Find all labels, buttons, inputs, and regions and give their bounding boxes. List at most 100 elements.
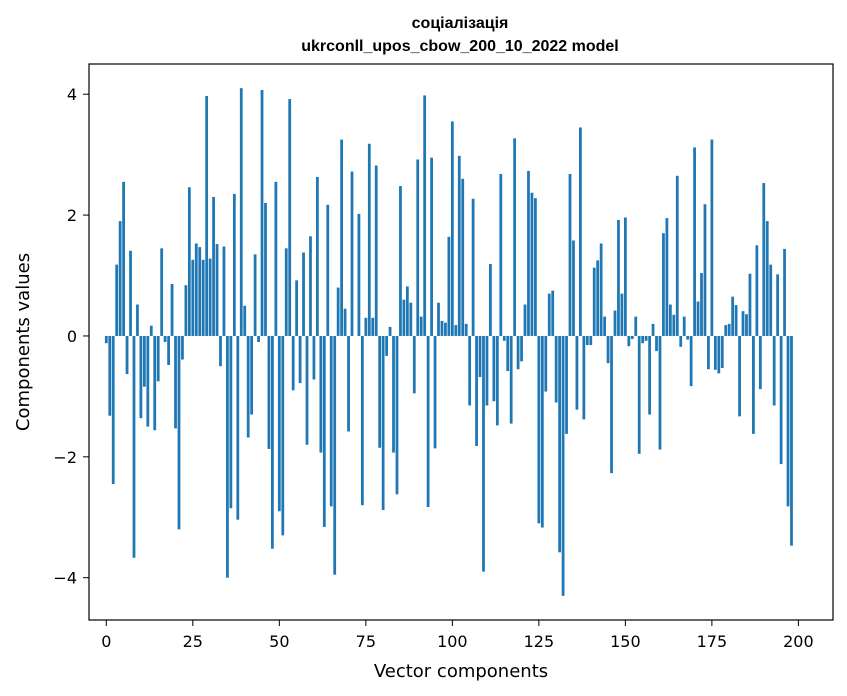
bar-128 <box>547 293 551 336</box>
bar-22 <box>181 335 184 360</box>
bar-7 <box>129 250 132 336</box>
bar-50 <box>277 335 281 512</box>
bar-184 <box>741 311 745 336</box>
bar-29 <box>205 96 209 336</box>
bar-146 <box>610 335 613 474</box>
bar-89 <box>412 335 416 394</box>
plot-frame <box>88 63 834 621</box>
bar-93 <box>426 335 430 507</box>
bar-187 <box>752 335 755 434</box>
bar-144 <box>603 316 606 336</box>
x-tick-label: 75 <box>356 632 376 651</box>
bar-88 <box>409 302 413 336</box>
bar-13 <box>149 325 153 336</box>
bar-113 <box>495 335 499 426</box>
bar-145 <box>606 335 610 364</box>
bar-54 <box>291 335 295 391</box>
bar-196 <box>783 248 786 336</box>
y-axis-label: Components values <box>13 253 34 431</box>
bar-183 <box>738 335 741 417</box>
bar-62 <box>319 335 323 453</box>
bar-152 <box>630 335 634 339</box>
x-tick-label: 175 <box>697 632 728 651</box>
bar-178 <box>720 335 724 368</box>
bar-143 <box>599 243 603 336</box>
bar-69 <box>343 308 347 336</box>
bar-76 <box>367 143 371 336</box>
bar-190 <box>762 183 766 336</box>
bar-165 <box>675 175 679 336</box>
bar-64 <box>326 204 330 336</box>
bar-63 <box>322 335 326 527</box>
x-tick-label: 50 <box>269 632 289 651</box>
bar-138 <box>582 335 586 420</box>
bar-109 <box>482 335 485 572</box>
bar-91 <box>419 316 423 336</box>
bar-83 <box>392 335 395 453</box>
bar-186 <box>748 273 752 336</box>
x-tick-label: 125 <box>524 632 555 651</box>
bar-27 <box>198 247 202 336</box>
bar-28 <box>201 259 205 336</box>
bar-110 <box>485 335 489 406</box>
bar-75 <box>364 317 368 336</box>
bar-191 <box>765 221 769 336</box>
bar-71 <box>350 171 354 336</box>
bar-35 <box>226 335 229 578</box>
bar-34 <box>222 246 226 336</box>
bar-175 <box>710 139 714 336</box>
bar-49 <box>274 181 278 336</box>
bar-195 <box>779 335 783 465</box>
bar-8 <box>132 335 136 558</box>
bar-23 <box>184 285 188 336</box>
bar-4 <box>118 221 122 336</box>
bar-84 <box>395 335 399 495</box>
bar-0 <box>104 335 108 344</box>
bar-12 <box>146 335 150 427</box>
bar-44 <box>257 335 260 342</box>
x-tick-label: 150 <box>610 632 641 651</box>
bar-180 <box>727 323 731 336</box>
bar-177 <box>717 335 721 374</box>
bar-1 <box>108 335 112 416</box>
bar-168 <box>686 335 690 340</box>
bar-47 <box>267 335 271 449</box>
bar-198 <box>790 335 793 546</box>
chart-subtitle: ukrconll_upos_cbow_200_10_2022 model <box>301 38 618 55</box>
bar-123 <box>530 192 534 336</box>
bar-61 <box>316 177 319 336</box>
bar-6 <box>125 335 129 375</box>
bar-133 <box>565 335 568 434</box>
bar-26 <box>194 243 198 336</box>
bar-30 <box>208 258 212 336</box>
y-tick-label: −2 <box>53 448 77 467</box>
bar-126 <box>540 335 544 528</box>
bar-2 <box>111 335 115 485</box>
x-tick-label: 25 <box>183 632 203 651</box>
bar-156 <box>644 335 648 341</box>
bar-104 <box>464 323 468 336</box>
bar-188 <box>755 245 759 336</box>
bar-77 <box>371 317 375 336</box>
bar-52 <box>284 248 288 336</box>
bar-134 <box>568 173 572 336</box>
y-tick-label: 4 <box>67 85 77 104</box>
bar-25 <box>191 259 195 336</box>
bar-162 <box>665 218 669 336</box>
bar-18 <box>167 335 170 365</box>
bar-48 <box>271 335 274 549</box>
bar-9 <box>136 304 139 336</box>
bar-135 <box>572 240 575 336</box>
bar-98 <box>444 322 447 336</box>
bar-42 <box>250 335 254 415</box>
bar-115 <box>502 335 506 341</box>
bar-17 <box>163 335 167 342</box>
bar-67 <box>336 287 340 336</box>
bar-172 <box>700 273 703 336</box>
bar-164 <box>672 314 676 336</box>
bar-53 <box>288 99 292 336</box>
bar-107 <box>475 335 478 446</box>
bar-197 <box>786 335 790 507</box>
bar-160 <box>658 335 662 450</box>
